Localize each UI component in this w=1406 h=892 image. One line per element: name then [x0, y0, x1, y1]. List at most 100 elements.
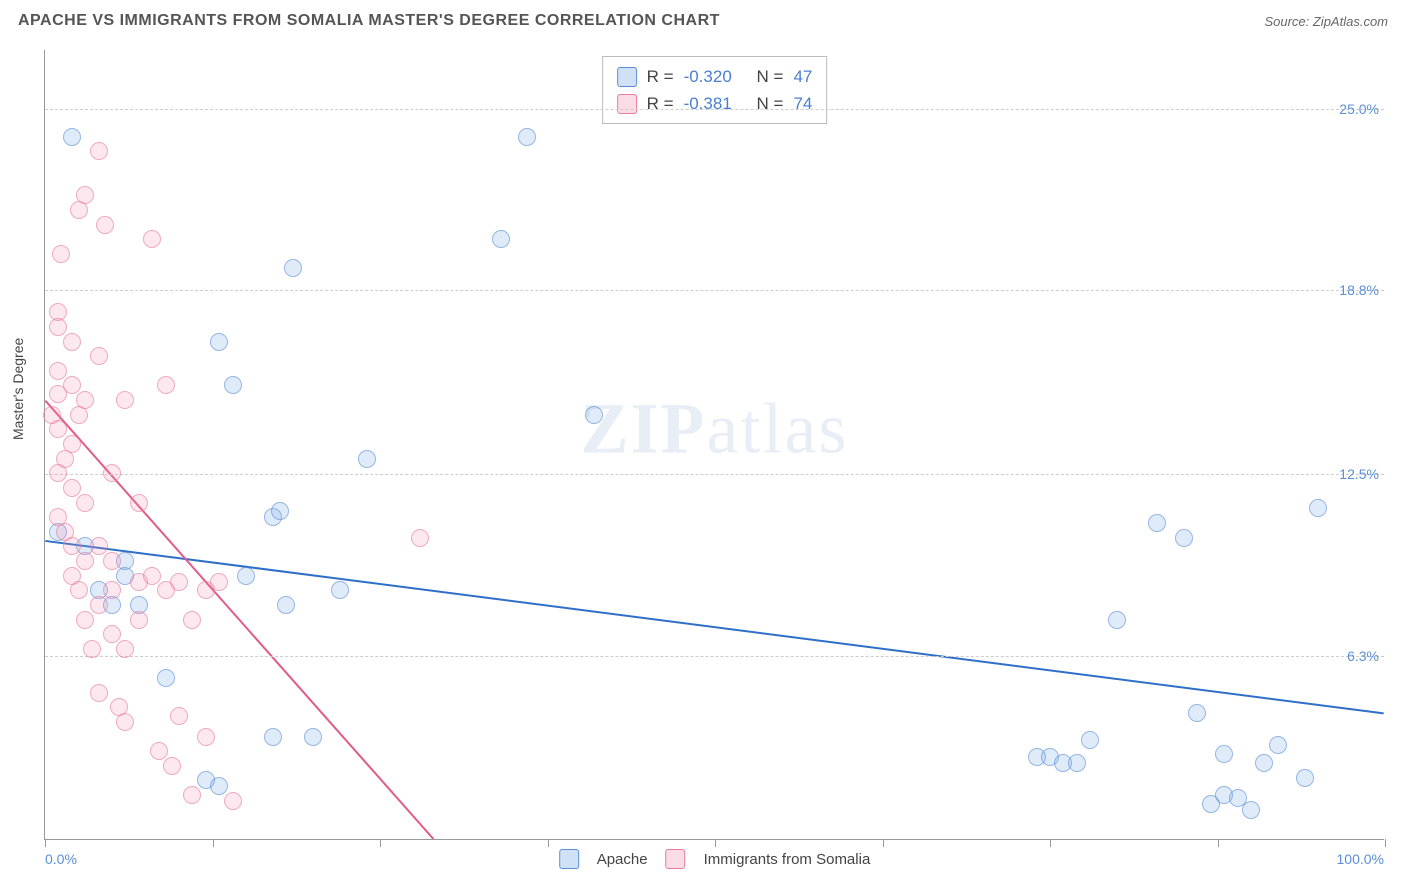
data-point	[264, 728, 282, 746]
data-point	[103, 552, 121, 570]
data-point	[277, 596, 295, 614]
data-point	[116, 713, 134, 731]
y-axis-label: Master's Degree	[10, 338, 26, 440]
x-tick	[883, 839, 884, 847]
data-point	[224, 376, 242, 394]
data-point	[90, 347, 108, 365]
watermark: ZIPatlas	[581, 387, 849, 470]
data-point	[163, 757, 181, 775]
data-point	[210, 777, 228, 795]
data-point	[143, 230, 161, 248]
data-point	[103, 464, 121, 482]
gridline	[45, 656, 1384, 657]
data-point	[271, 502, 289, 520]
data-point	[63, 128, 81, 146]
x-axis-max-label: 100.0%	[1337, 851, 1384, 867]
legend-swatch-apache-icon	[559, 849, 579, 869]
data-point	[96, 216, 114, 234]
x-tick	[213, 839, 214, 847]
data-point	[76, 611, 94, 629]
x-tick	[1050, 839, 1051, 847]
data-point	[63, 376, 81, 394]
data-point	[76, 494, 94, 512]
data-point	[63, 435, 81, 453]
data-point	[103, 625, 121, 643]
chart-title: APACHE VS IMMIGRANTS FROM SOMALIA MASTER…	[18, 12, 720, 30]
stats-row-apache: R = -0.320 N = 47	[617, 63, 813, 90]
data-point	[130, 494, 148, 512]
data-point	[90, 142, 108, 160]
data-point	[150, 742, 168, 760]
data-point	[70, 581, 88, 599]
x-tick	[1385, 839, 1386, 847]
data-point	[1296, 769, 1314, 787]
swatch-blue-icon	[617, 67, 637, 87]
data-point	[90, 596, 108, 614]
gridline	[45, 474, 1384, 475]
data-point	[76, 391, 94, 409]
data-point	[116, 640, 134, 658]
data-point	[157, 376, 175, 394]
data-point	[411, 529, 429, 547]
data-point	[1068, 754, 1086, 772]
data-point	[1175, 529, 1193, 547]
data-point	[1148, 514, 1166, 532]
swatch-pink-icon	[617, 94, 637, 114]
data-point	[210, 573, 228, 591]
gridline	[45, 109, 1384, 110]
legend: Apache Immigrants from Somalia	[559, 849, 871, 869]
data-point	[1309, 499, 1327, 517]
data-point	[1215, 745, 1233, 763]
data-point	[183, 786, 201, 804]
data-point	[52, 245, 70, 263]
data-point	[224, 792, 242, 810]
trend-lines	[45, 50, 1384, 839]
data-point	[1188, 704, 1206, 722]
legend-swatch-somalia-icon	[666, 849, 686, 869]
data-point	[331, 581, 349, 599]
data-point	[358, 450, 376, 468]
data-point	[284, 259, 302, 277]
data-point	[170, 707, 188, 725]
data-point	[103, 581, 121, 599]
data-point	[304, 728, 322, 746]
data-point	[143, 567, 161, 585]
x-axis-min-label: 0.0%	[45, 851, 77, 867]
x-tick	[380, 839, 381, 847]
data-point	[63, 479, 81, 497]
stats-row-somalia: R = -0.381 N = 74	[617, 90, 813, 117]
data-point	[49, 362, 67, 380]
data-point	[157, 669, 175, 687]
x-tick	[548, 839, 549, 847]
data-point	[90, 537, 108, 555]
data-point	[1269, 736, 1287, 754]
data-point	[1081, 731, 1099, 749]
data-point	[1242, 801, 1260, 819]
data-point	[1108, 611, 1126, 629]
legend-label-somalia: Immigrants from Somalia	[704, 851, 871, 868]
data-point	[63, 333, 81, 351]
data-point	[210, 333, 228, 351]
data-point	[197, 728, 215, 746]
data-point	[170, 573, 188, 591]
data-point	[130, 611, 148, 629]
data-point	[63, 537, 81, 555]
data-point	[49, 318, 67, 336]
x-tick	[715, 839, 716, 847]
data-point	[1255, 754, 1273, 772]
y-tick-label: 12.5%	[1339, 466, 1379, 482]
data-point	[237, 567, 255, 585]
data-point	[90, 684, 108, 702]
data-point	[116, 391, 134, 409]
correlation-stats-box: R = -0.320 N = 47 R = -0.381 N = 74	[602, 56, 828, 124]
source-attribution: Source: ZipAtlas.com	[1264, 14, 1388, 29]
data-point	[49, 420, 67, 438]
y-tick-label: 6.3%	[1347, 648, 1379, 664]
y-tick-label: 25.0%	[1339, 101, 1379, 117]
y-tick-label: 18.8%	[1339, 282, 1379, 298]
data-point	[183, 611, 201, 629]
data-point	[518, 128, 536, 146]
data-point	[76, 552, 94, 570]
x-tick	[1218, 839, 1219, 847]
gridline	[45, 290, 1384, 291]
